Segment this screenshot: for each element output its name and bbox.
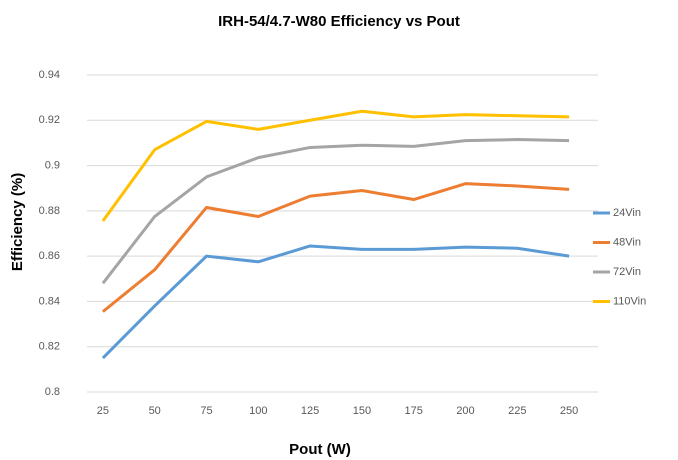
x-tick-label: 125: [301, 405, 319, 417]
data-line: [101, 182, 570, 313]
y-tick-label: 0.9: [45, 159, 60, 171]
x-tick-label: 175: [405, 405, 423, 417]
y-tick-label: 0.88: [39, 205, 60, 217]
x-tick-label: 75: [200, 405, 212, 417]
data-line: [101, 109, 570, 222]
y-tick-label: 0.94: [39, 69, 60, 81]
y-tick-label: 0.82: [39, 341, 60, 353]
y-tick-label: 0.8: [45, 386, 60, 398]
x-tick-label: 100: [249, 405, 267, 417]
x-axis-title: Pout (W): [289, 441, 351, 458]
y-tick-label: 0.84: [39, 295, 60, 307]
legend-label: 110Vin: [613, 295, 646, 307]
x-tick-label: 150: [353, 405, 371, 417]
data-line: [101, 138, 570, 285]
chart-title: IRH-54/4.7-W80 Efficiency vs Pout: [218, 13, 460, 30]
x-tick-label: 250: [560, 405, 578, 417]
x-tick-label: 50: [149, 405, 161, 417]
y-tick-label: 0.92: [39, 114, 60, 126]
legend-label: 72Vin: [613, 266, 641, 278]
y-tick-label: 0.86: [39, 250, 60, 262]
legend-label: 24Vin: [613, 207, 641, 219]
data-line: [101, 244, 570, 360]
legend-label: 48Vin: [613, 236, 641, 248]
y-axis-title: Efficiency (%): [9, 173, 26, 271]
x-tick-label: 200: [456, 405, 474, 417]
x-tick-label: 225: [508, 405, 526, 417]
x-tick-label: 25: [97, 405, 109, 417]
